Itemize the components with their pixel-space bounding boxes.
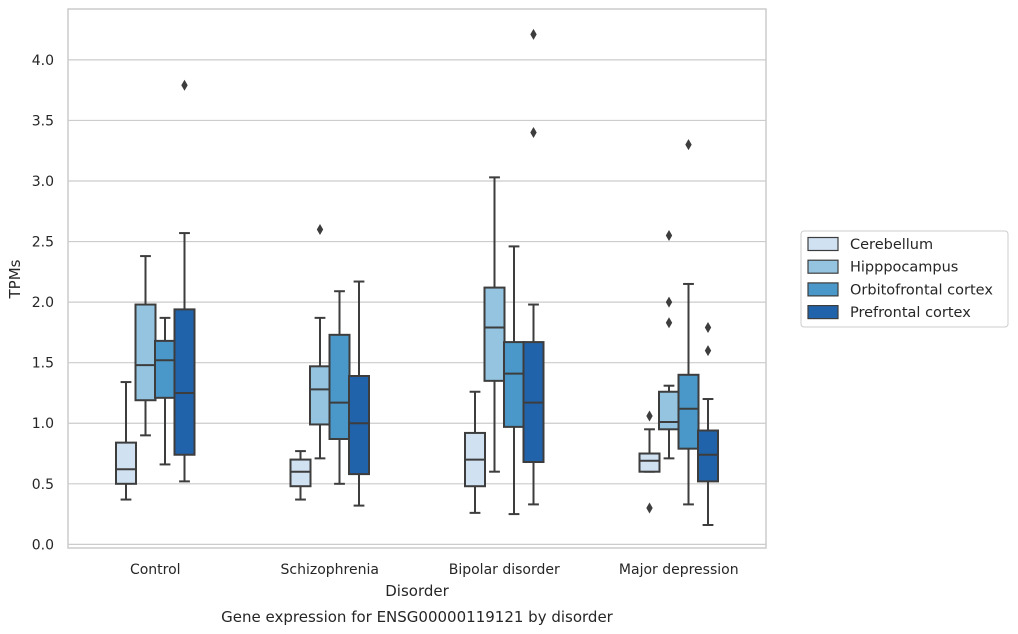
box-body (658, 390, 680, 431)
outlier-point (665, 317, 673, 329)
legend-swatch (807, 305, 839, 320)
outlier-point (704, 345, 712, 357)
box-body (677, 373, 700, 450)
y-axis-ticks: 0.0 0.5 1.0 1.5 2.0 2.5 3.0 3.5 4.0 (32, 53, 54, 553)
box-orbitofrontal-cortex (154, 316, 176, 466)
box-body (638, 452, 661, 473)
box-body (328, 333, 351, 440)
x-tick-label: Schizophrenia (281, 562, 379, 578)
box-body (697, 429, 719, 483)
box-prefrontal-cortex (522, 28, 545, 506)
outlier-point (316, 223, 324, 235)
box-body (348, 375, 370, 476)
legend-label: Cerebellum (850, 237, 933, 253)
x-tick-label: Bipolar disorder (449, 562, 560, 578)
outlier-point (646, 410, 653, 422)
box-cerebellum (289, 450, 312, 501)
y-tick-label: 2.0 (32, 295, 54, 311)
legend-swatch (807, 236, 839, 252)
gridlines (68, 59, 766, 545)
plot-area-frame (67, 8, 767, 549)
box-hipppocampus (134, 255, 157, 437)
box-hipppocampus (658, 230, 680, 460)
legend-label: Orbitofrontal cortex (850, 282, 993, 298)
outlier-point (685, 139, 692, 151)
y-tick-label: 2.5 (32, 235, 54, 251)
y-tick-label: 1.5 (32, 356, 54, 372)
box-cerebellum (464, 390, 486, 514)
box-cerebellum (115, 381, 137, 501)
outlier-point (530, 127, 537, 139)
box-body (173, 308, 196, 456)
outlier-point (530, 28, 537, 40)
y-tick-label: 1.0 (32, 416, 54, 432)
box-body (503, 341, 525, 428)
outlier-point (704, 322, 712, 334)
legend-label: Prefrontal cortex (850, 305, 971, 321)
box-prefrontal-cortex (173, 79, 196, 483)
box-hipppocampus (483, 176, 506, 473)
box-orbitofrontal-cortex (677, 139, 700, 506)
y-tick-label: 0.0 (32, 537, 54, 553)
y-tick-label: 4.0 (32, 53, 54, 69)
x-tick-label: Control (130, 562, 181, 578)
box-body (483, 286, 506, 382)
outlier-point (181, 79, 188, 91)
outlier-point (665, 296, 673, 308)
legend-swatch (807, 259, 839, 274)
legend-label: Hipppocampus (850, 260, 958, 276)
y-tick-label: 3.5 (32, 113, 54, 129)
y-tick-label: 3.0 (32, 174, 54, 190)
chart-title: Gene expression for ENSG00000119121 by d… (221, 608, 614, 626)
box-orbitofrontal-cortex (328, 290, 351, 485)
legend: Cerebellum Hipppocampus Orbitofrontal cort… (800, 230, 1009, 328)
legend-swatch (807, 282, 839, 297)
outlier-point (646, 502, 653, 514)
x-axis-ticks: Control Schizophrenia Bipolar disorder Majo… (130, 562, 739, 578)
box-cerebellum (638, 410, 661, 514)
box-prefrontal-cortex (697, 322, 719, 526)
box-body (309, 365, 331, 426)
y-tick-label: 0.5 (32, 477, 54, 493)
legend-frame (800, 230, 1009, 328)
box-orbitofrontal-cortex (503, 245, 525, 516)
box-body (154, 339, 176, 399)
x-tick-label: Major depression (619, 562, 739, 578)
box-hipppocampus (309, 223, 331, 460)
outlier-point (665, 230, 673, 242)
box-body (289, 458, 312, 488)
box-prefrontal-cortex (348, 280, 370, 507)
y-axis-title: TPMs (6, 259, 24, 299)
x-axis-title: Disorder (385, 582, 449, 600)
box-body (115, 441, 137, 485)
box-body (134, 303, 157, 402)
box-plots (115, 28, 719, 526)
